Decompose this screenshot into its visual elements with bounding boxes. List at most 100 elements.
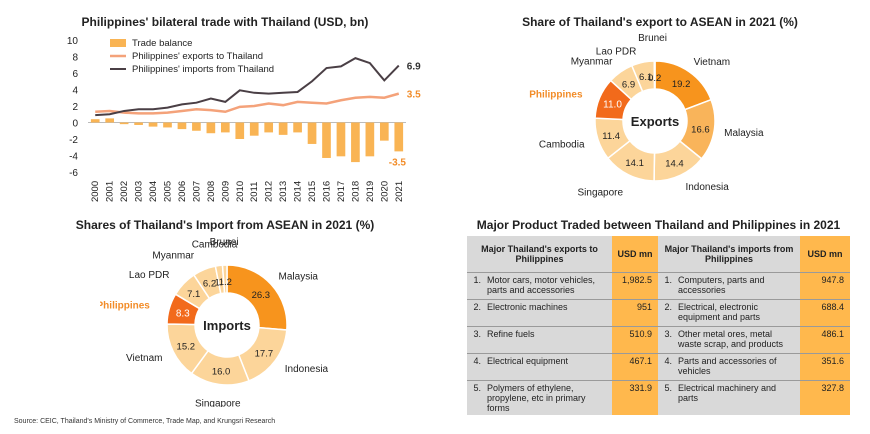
x-tick-label: 2007	[191, 181, 202, 202]
import-product-name: Electrical machinery and parts	[678, 383, 777, 403]
export-product-name: Polymers of ethylene, propylene, etc in …	[487, 383, 586, 413]
slice-value-label: 7.1	[187, 289, 200, 300]
slice-value-label: 6.1	[639, 72, 652, 83]
slice-value-label: 0.2	[648, 73, 661, 84]
slice-name-label: Singapore	[195, 398, 241, 407]
trade-balance-bar	[351, 122, 360, 163]
slice-name-label: Brunei	[638, 33, 667, 44]
product-table: Major Thailand's exports to Philippines …	[467, 236, 850, 415]
export-usd-cell: 951	[612, 299, 658, 327]
legend-label-imports: Philippines' imports from Thailand	[132, 64, 274, 75]
trade-balance-bar	[105, 118, 115, 123]
slice-name-label: Vietnam	[694, 57, 731, 68]
col-header-imports: Major Thailand's imports from Philippine…	[658, 236, 800, 273]
legend-label-exports: Philippines' exports to Thailand	[132, 51, 263, 62]
table-row: 3. Refine fuels 510.9 3. Other metal ores, m…	[467, 326, 850, 354]
import-product-cell: 3. Other metal ores, metal waste scrap, a…	[658, 326, 800, 354]
table-row: 5. Polymers of ethylene, propylene, etc i…	[467, 380, 850, 415]
slice-name-label: Myanmar	[152, 251, 194, 262]
item-number: 4.	[664, 356, 672, 366]
import-product-name: Electrical, electronic equipment and par…	[678, 302, 761, 322]
export-product-cell: 1. Motor cars, motor vehicles, parts and …	[467, 272, 612, 300]
trade-balance-bar	[336, 122, 346, 157]
slice-name-label: Cambodia	[539, 140, 585, 151]
legend-swatch-balance	[110, 39, 126, 47]
trade-balance-bar	[394, 122, 404, 152]
y-tick-label: 0	[72, 119, 78, 130]
export-usd-cell: 331.9	[612, 380, 658, 415]
trade-balance-bar	[90, 119, 100, 123]
item-number: 2.	[664, 302, 672, 312]
export-product-name: Electrical equipment	[487, 356, 569, 366]
item-number: 5.	[473, 383, 481, 393]
slice-name-label: Vietnam	[126, 353, 163, 364]
slice-name-label: Malaysia	[724, 128, 764, 139]
slice-name-label: Cambodia	[192, 240, 238, 251]
slice-brunei	[221, 264, 228, 294]
y-tick-label: 2	[72, 102, 78, 113]
slice-value-label: 11.4	[602, 131, 620, 142]
slice-value-label: 17.7	[255, 348, 273, 359]
export-product-name: Refine fuels	[487, 329, 535, 339]
x-tick-label: 2004	[148, 181, 159, 202]
slice-name-label: Brunei	[210, 237, 239, 248]
trade-balance-bar	[134, 122, 143, 125]
item-number: 3.	[473, 329, 481, 339]
export-product-cell: 4. Electrical equipment	[467, 353, 612, 381]
trade-chart-title: Philippines' bilateral trade with Thaila…	[81, 15, 369, 29]
x-tick-label: 2006	[177, 181, 188, 202]
trade-balance-bar	[192, 122, 201, 131]
trade-balance-bar	[220, 122, 230, 133]
x-tick-label: 2005	[163, 181, 174, 202]
trade-balance-bar	[264, 122, 274, 133]
x-tick-label: 2008	[206, 181, 217, 202]
import-product-name: Other metal ores, metal waste scrap, and…	[678, 329, 784, 349]
slice-value-label: 16.0	[212, 367, 231, 378]
x-tick-label: 2002	[119, 181, 130, 202]
export-usd-cell: 467.1	[612, 353, 658, 381]
import-product-cell: 1. Computers, parts and accessories	[658, 272, 800, 300]
y-tick-label: 4	[72, 86, 78, 97]
slice-name-label: Lao PDR	[129, 270, 170, 281]
x-tick-label: 2011	[249, 182, 260, 202]
x-tick-label: 2021	[394, 181, 405, 202]
item-number: 5.	[664, 383, 672, 393]
import-share-title: Shares of Thailand's Import from ASEAN i…	[75, 218, 375, 232]
import-usd-cell: 486.1	[800, 326, 850, 354]
slice-name-label: Myanmar	[571, 56, 613, 67]
import-product-cell: 2. Electrical, electronic equipment and p…	[658, 299, 800, 327]
slice-value-label: 6.9	[622, 79, 635, 90]
slice-value-label: 1.9	[214, 277, 227, 288]
import-product-cell: 5. Electrical machinery and parts	[658, 380, 800, 415]
col-header-usd-imports: USD mn	[800, 236, 850, 273]
x-tick-label: 2020	[379, 181, 390, 202]
slice-value-label: 14.1	[625, 158, 644, 169]
slice-name-label: Philippines	[100, 301, 150, 312]
slice-value-label: 16.6	[691, 124, 710, 135]
slice-name-label: Philippines	[529, 89, 583, 100]
export-product-cell: 5. Polymers of ethylene, propylene, etc i…	[467, 380, 612, 415]
x-tick-label: 2015	[307, 181, 318, 202]
import-product-cell: 4. Parts and accessories of vehicles	[658, 353, 800, 381]
item-number: 3.	[664, 329, 672, 339]
slice-value-label: 15.2	[177, 341, 196, 352]
export-usd-cell: 510.9	[612, 326, 658, 354]
item-number: 2.	[473, 302, 481, 312]
table-row: 1. Motor cars, motor vehicles, parts and …	[467, 272, 850, 300]
trade-balance-bar	[119, 122, 129, 125]
col-header-usd-exports: USD mn	[612, 236, 658, 273]
slice-value-label: 19.2	[672, 79, 691, 90]
x-tick-label: 2013	[278, 181, 289, 202]
imports-line	[95, 57, 400, 117]
trade-balance-bar	[163, 122, 172, 128]
table-row: 4. Electrical equipment 467.1 4. Parts and a…	[467, 353, 850, 381]
trade-balance-bar	[278, 122, 288, 135]
y-tick-label: 10	[67, 36, 79, 47]
trade-balance-bar	[177, 122, 187, 130]
x-tick-label: 2019	[365, 181, 376, 202]
export-usd-cell: 1,982.5	[612, 272, 658, 300]
imports-end-label: 6.9	[407, 62, 421, 73]
x-tick-label: 2000	[90, 181, 101, 202]
